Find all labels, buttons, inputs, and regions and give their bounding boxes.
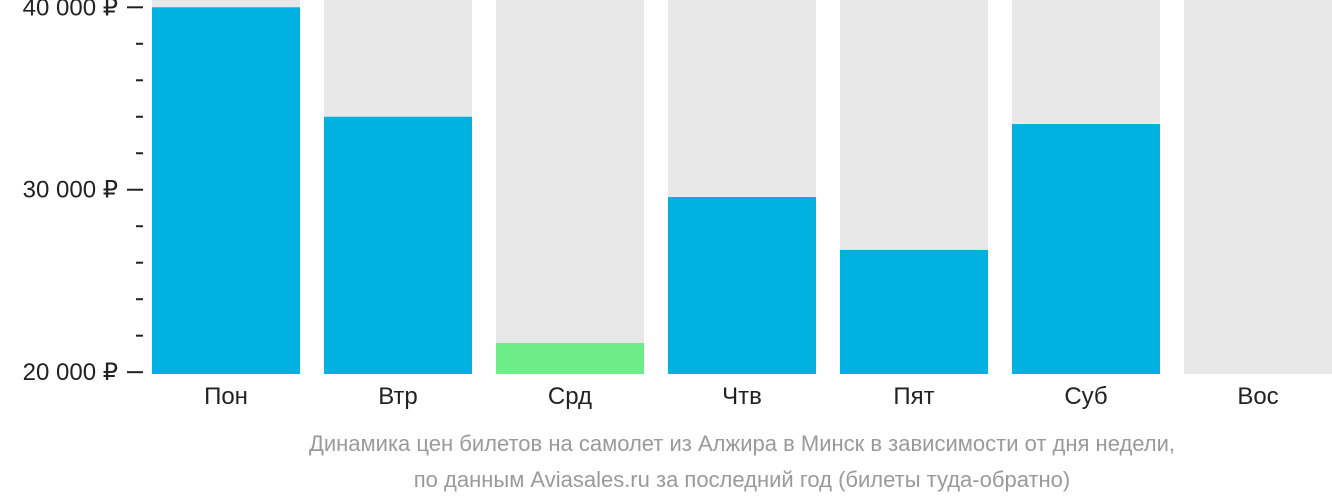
bar-1 xyxy=(152,7,300,375)
y-tick-label-3: 20 000 ₽ xyxy=(23,359,118,386)
x-tick-label-6: Суб xyxy=(1064,383,1107,410)
bar-2 xyxy=(324,116,472,374)
x-tick-label-5: Пят xyxy=(893,383,934,410)
bar-6 xyxy=(1012,124,1160,374)
x-tick-label-4: Чтв xyxy=(722,383,762,410)
chart-caption-line-2: по данным Aviasales.ru за последний год … xyxy=(413,467,1071,492)
background-column-3 xyxy=(496,0,644,374)
y-axis: 40 000 ₽ 30 000 ₽ 20 000 ₽ xyxy=(23,0,143,386)
x-tick-label-1: Пон xyxy=(204,383,248,410)
bar-4 xyxy=(668,197,816,374)
bars xyxy=(152,7,1160,375)
x-tick-label-2: Втр xyxy=(378,383,418,410)
y-tick-label-1: 40 000 ₽ xyxy=(23,0,118,21)
bar-5 xyxy=(840,249,988,374)
x-axis-labels: Пон Втр Срд Чтв Пят Суб Вос xyxy=(204,383,1279,410)
x-tick-label-3: Срд xyxy=(548,383,592,410)
y-tick-label-2: 30 000 ₽ xyxy=(23,177,118,204)
chart-caption-line-1: Динамика цен билетов на самолет из Алжир… xyxy=(308,431,1176,456)
background-column-7 xyxy=(1184,0,1332,374)
x-tick-label-7: Вос xyxy=(1237,383,1278,410)
bar-3 xyxy=(496,342,644,374)
